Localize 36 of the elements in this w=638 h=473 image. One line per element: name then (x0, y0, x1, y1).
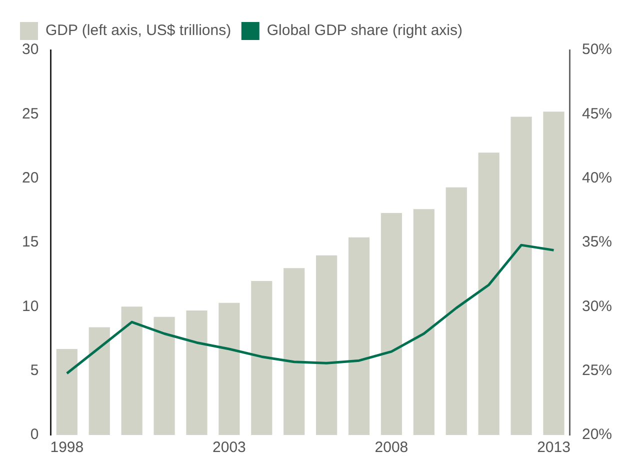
bar (510, 116, 532, 435)
bar (284, 268, 305, 435)
bar (316, 255, 338, 435)
bar (186, 310, 208, 435)
y-tick-label: 25 (22, 105, 39, 122)
bar (154, 316, 175, 435)
y-tick-label: 30 (22, 41, 39, 58)
bar (478, 152, 500, 435)
y2-tick-label: 40% (582, 169, 612, 186)
y2-tick-label: 50% (582, 41, 612, 58)
x-tick-label: 2003 (212, 439, 246, 456)
legend-label: GDP (left axis, US$ trillions) (46, 22, 232, 40)
bar (56, 349, 78, 435)
y-tick-label: 10 (22, 298, 39, 315)
bar (446, 187, 467, 435)
bar (413, 209, 434, 435)
y2-tick-label: 30% (582, 298, 612, 315)
y2-tick-label: 20% (582, 426, 612, 444)
x-tick-label: 2008 (374, 439, 408, 456)
legend-label: Global GDP share (right axis) (266, 22, 463, 40)
y-tick-label: 15 (22, 234, 39, 251)
y-tick-label: 20 (22, 169, 39, 186)
bar (121, 306, 142, 435)
y-tick-label: 5 (30, 362, 39, 379)
bar (88, 327, 110, 435)
bar (348, 237, 370, 435)
y2-tick-label: 45% (582, 105, 612, 122)
y2-tick-label: 35% (582, 234, 612, 251)
bar (380, 212, 402, 435)
bar (218, 302, 240, 435)
y-tick-label: 0 (30, 426, 39, 444)
x-tick-label: 2013 (537, 439, 570, 456)
bar (543, 112, 564, 435)
y2-tick-label: 25% (582, 362, 612, 379)
x-tick-label: 1998 (50, 439, 84, 456)
bar (251, 281, 272, 435)
